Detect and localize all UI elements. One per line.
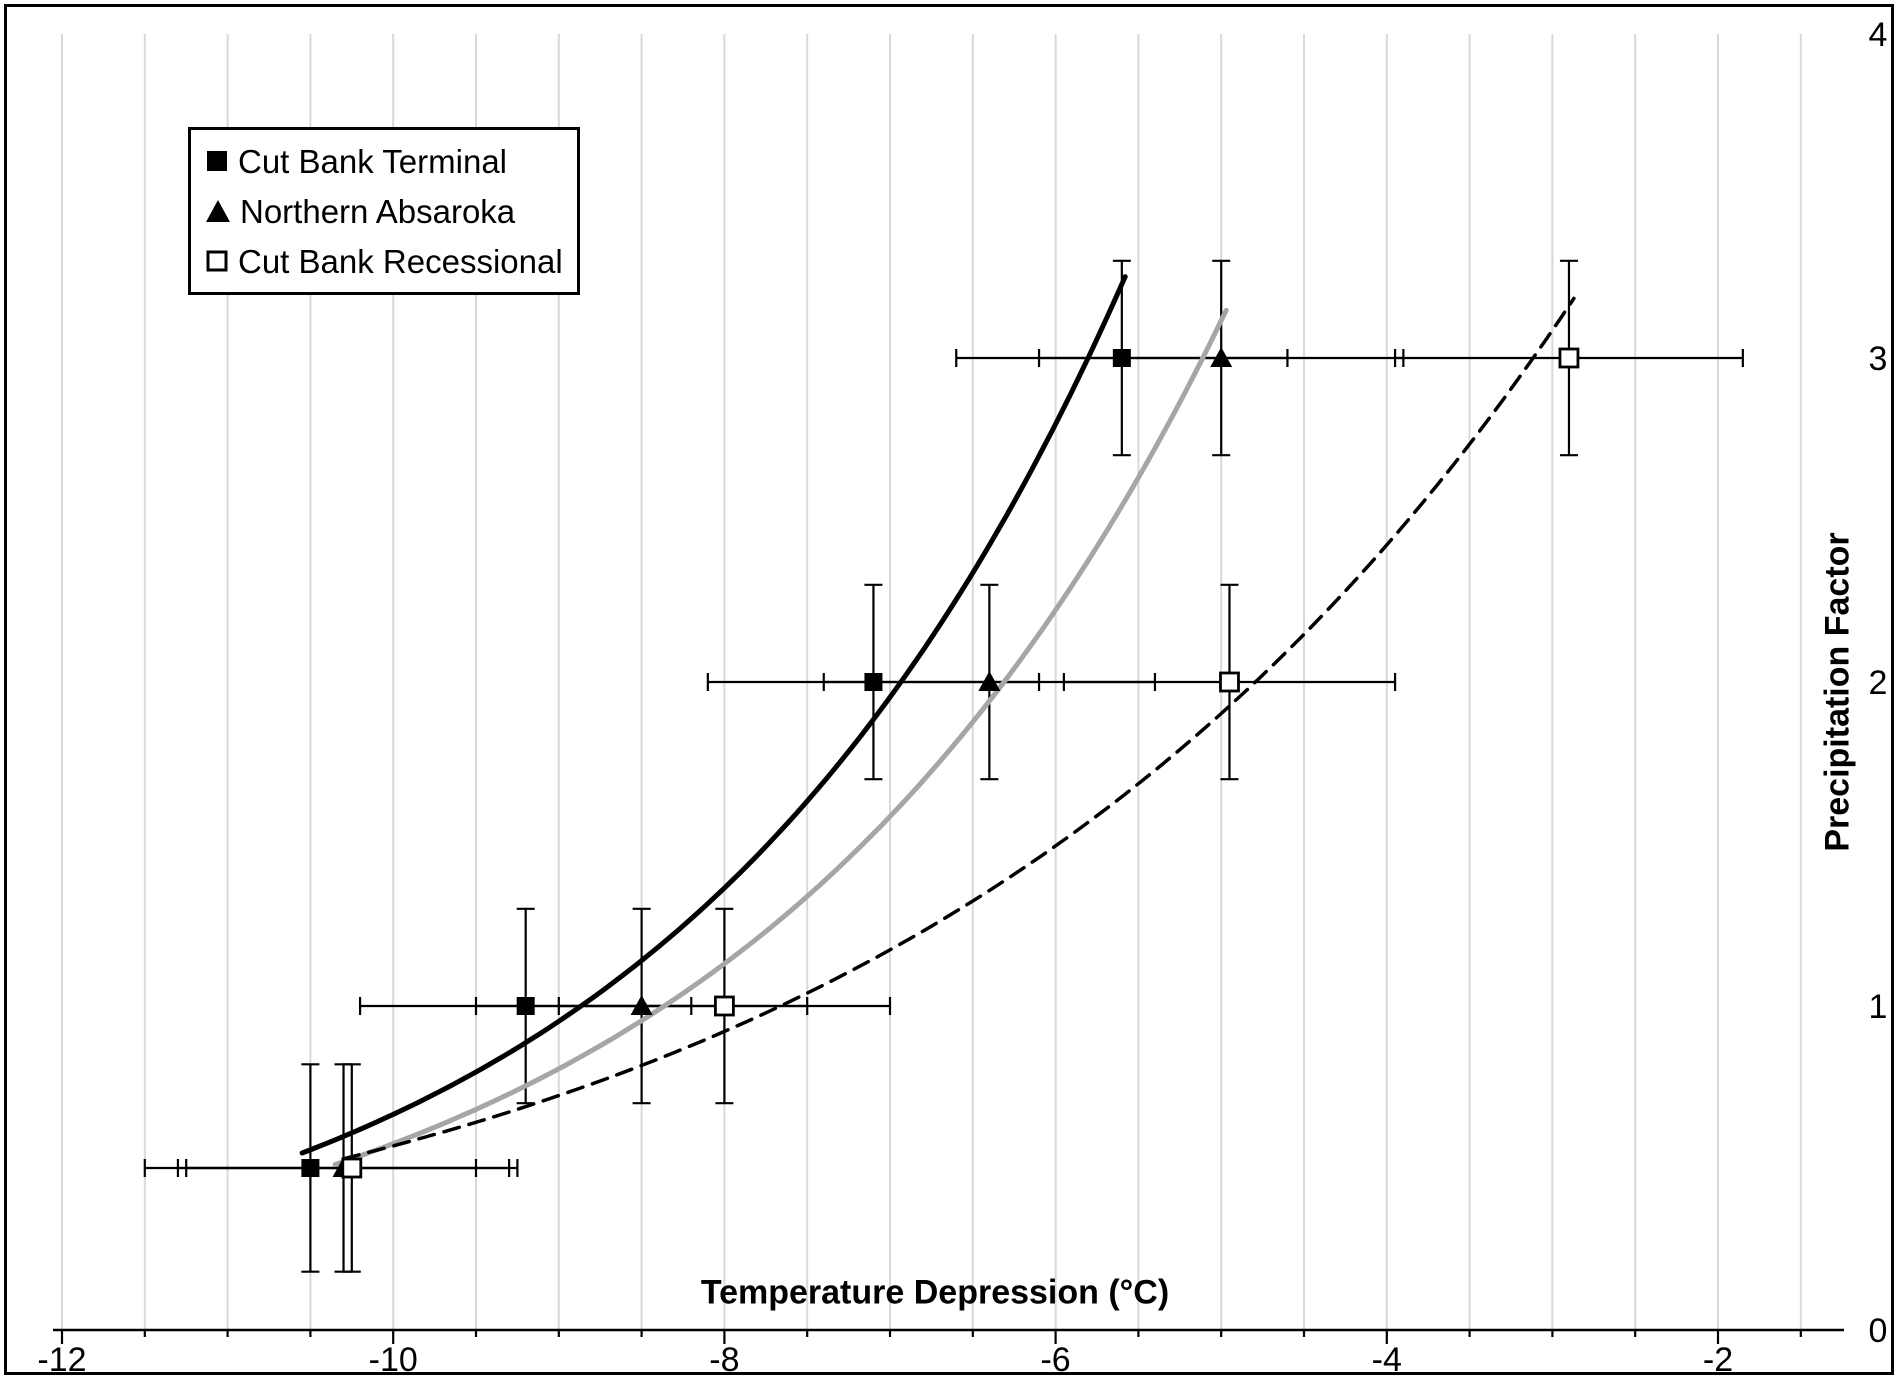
y-tick-label: 4 — [1869, 16, 1888, 54]
error-bars-cut-bank-terminal — [143, 259, 1289, 1273]
y-tick-label: 0 — [1869, 1312, 1888, 1350]
error-bars-cut-bank-recessional — [185, 259, 1744, 1273]
x-tick-label: -6 — [1040, 1341, 1070, 1379]
y-axis-title: Precipitation Factor — [1818, 532, 1857, 852]
open-square-marker — [1219, 671, 1240, 693]
filled-square-marker — [864, 673, 883, 691]
legend-item-cut-bank-recessional: Cut Bank Recessional — [205, 245, 563, 278]
y-tick-label: 1 — [1869, 988, 1888, 1026]
filled-square-marker — [1112, 349, 1131, 367]
legend-label: Cut Bank Recessional — [238, 242, 563, 280]
filled-triangle-marker — [1210, 347, 1233, 367]
x-axis-title: Temperature Depression (°C) — [700, 1273, 1170, 1312]
curve-cut-bank-terminal — [299, 274, 1128, 1156]
markers-cut-bank-terminal — [301, 349, 1131, 1177]
legend-label: Northern Absaroka — [240, 192, 516, 230]
x-axis: -12 -10 -8 -6 -4 -2 — [37, 1328, 1844, 1379]
y-tick-label: 2 — [1869, 664, 1888, 702]
y-tick-label: 3 — [1869, 340, 1888, 378]
open-square-marker — [1558, 347, 1580, 369]
legend-item-cut-bank-terminal: Cut Bank Terminal — [205, 145, 563, 178]
x-tick-label: -8 — [709, 1341, 739, 1379]
filled-square-marker-icon — [207, 151, 227, 171]
curve-northern-absaroka — [332, 307, 1229, 1167]
filled-triangle-marker-icon — [206, 200, 230, 222]
legend: Cut Bank Terminal Northern Absaroka Cut … — [188, 127, 580, 295]
markers-northern-absaroka — [332, 347, 1233, 1177]
filled-triangle-marker — [978, 671, 1001, 691]
x-tick-label: -4 — [1372, 1341, 1402, 1379]
curve-cut-bank-recessional — [341, 296, 1576, 1161]
open-square-marker — [714, 995, 735, 1017]
x-tick-label: -2 — [1703, 1341, 1733, 1379]
error-bars-northern-absaroka — [176, 259, 1405, 1273]
filled-square-marker — [516, 997, 535, 1015]
x-tick-label: -12 — [37, 1341, 86, 1379]
open-square-marker-icon — [206, 250, 228, 272]
x-tick-label: -10 — [369, 1341, 418, 1379]
filled-square-marker — [301, 1159, 320, 1177]
y-axis: 0 1 2 3 4 — [1869, 16, 1888, 1350]
filled-triangle-marker — [630, 995, 653, 1015]
open-square-marker — [341, 1157, 363, 1179]
legend-label: Cut Bank Terminal — [238, 142, 508, 180]
markers-cut-bank-recessional — [341, 347, 1580, 1179]
legend-item-northern-absaroka: Northern Absaroka — [205, 195, 563, 228]
